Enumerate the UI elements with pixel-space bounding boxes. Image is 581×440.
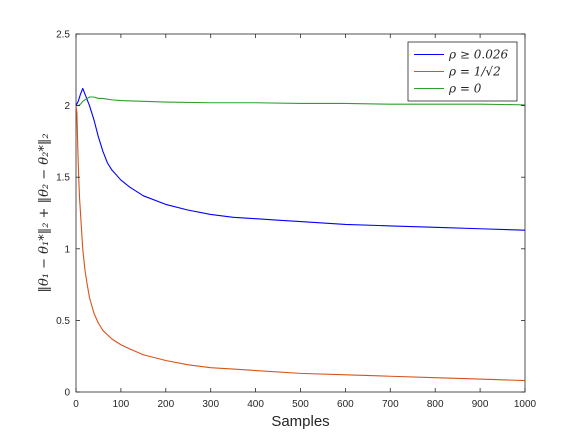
series-line-1 (75, 87, 526, 231)
tick-layer: 0 100 200 300 400 500 600 700 800 900 1000 0 0.5 1 1.5… (56, 30, 536, 411)
x-tick-label: 200 (157, 399, 174, 410)
y-tick-label: 0 (64, 388, 70, 399)
y-tick-label: 2.5 (56, 30, 70, 41)
legend-label-2: ρ = 1/√2 (448, 65, 501, 79)
y-tick-label: 0.5 (56, 316, 70, 327)
x-tick-label: 500 (292, 399, 309, 410)
y-tick-label: 1.5 (56, 173, 70, 184)
x-tick-label: 400 (247, 399, 264, 410)
legend: ρ ≥ 0.026 ρ = 1/√2 ρ = 0 (407, 41, 518, 102)
y-tick-label: 2 (64, 101, 70, 112)
legend-entries: ρ ≥ 0.026 ρ = 1/√2 ρ = 0 (414, 48, 508, 96)
x-tick-label: 600 (337, 399, 354, 410)
y-axis-label-group: ‖θ₁ − θ₁*‖₂ + ‖θ₂ − θ₂*‖₂ (37, 133, 52, 292)
y-axis-label: ‖θ₁ − θ₁*‖₂ + ‖θ₂ − θ₂*‖₂ (37, 133, 52, 292)
x-tick-label: 900 (472, 399, 489, 410)
x-tick-label: 0 (73, 399, 79, 410)
x-tick-label: 700 (382, 399, 399, 410)
x-tick-label: 800 (427, 399, 444, 410)
series-line-3 (76, 96, 526, 107)
series-line-2 (75, 105, 526, 382)
legend-label-3: ρ = 0 (448, 82, 482, 96)
legend-label-1: ρ ≥ 0.026 (448, 48, 508, 62)
x-axis-label: Samples (271, 413, 329, 430)
x-tick-label: 1000 (514, 399, 537, 410)
series-layer (75, 87, 526, 382)
x-tick-label: 300 (202, 399, 219, 410)
y-tick-label: 1 (64, 244, 70, 255)
x-tick-label: 100 (113, 399, 130, 410)
